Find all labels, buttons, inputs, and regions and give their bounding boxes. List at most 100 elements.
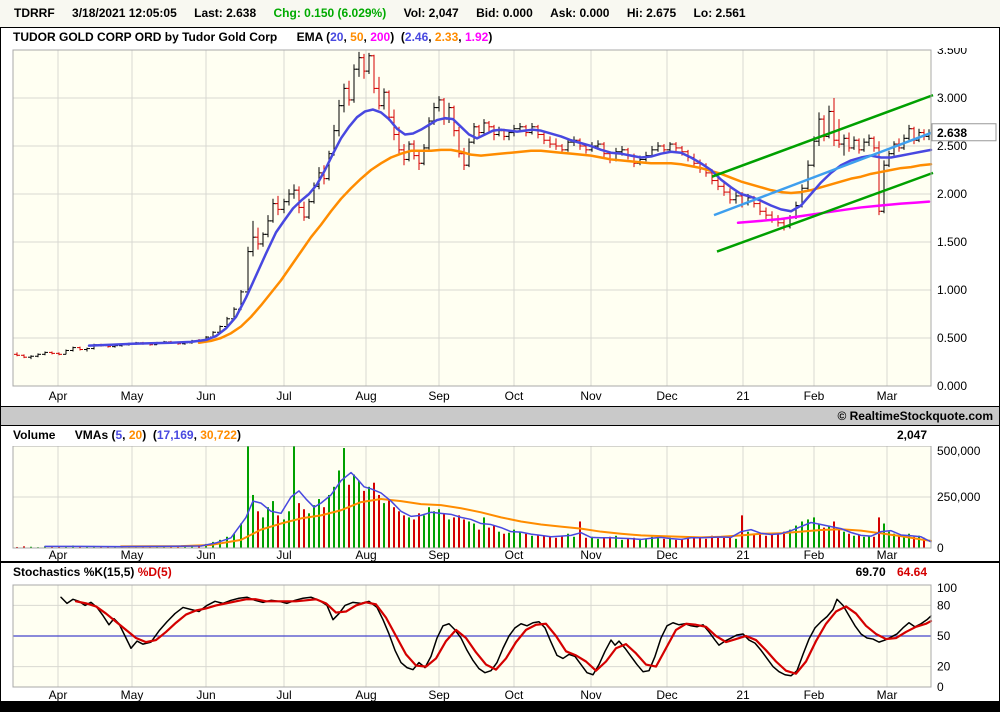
bottom-scrollbar-bar <box>0 702 1000 712</box>
bid-value: Bid: 0.000 <box>476 6 533 20</box>
svg-text:Aug: Aug <box>355 688 376 701</box>
svg-text:20: 20 <box>937 660 951 674</box>
watermark-text: © RealtimeStockquote.com <box>837 409 993 423</box>
svg-text:Dec: Dec <box>656 688 677 701</box>
quote-datetime: 3/18/2021 12:05:05 <box>72 6 177 20</box>
legend-token: EMA ( <box>296 30 331 44</box>
svg-text:Sep: Sep <box>428 548 450 561</box>
svg-text:100: 100 <box>937 583 957 595</box>
price-chart-title: TUDOR GOLD CORP ORD by Tudor Gold Corp <box>13 30 278 44</box>
svg-text:Feb: Feb <box>804 389 825 403</box>
svg-text:0: 0 <box>937 541 944 555</box>
svg-text:21: 21 <box>736 548 750 561</box>
svg-text:1.500: 1.500 <box>937 235 967 249</box>
svg-text:2.500: 2.500 <box>937 139 967 153</box>
legend-token: ( <box>394 30 405 44</box>
stochastics-panel: Stochastics %K(15,5) %D(5) 69.70 64.64 A… <box>0 562 1000 702</box>
legend-token: ( <box>146 428 157 442</box>
svg-text:Sep: Sep <box>428 688 450 701</box>
ema-legend: EMA (20, 50, 200) (2.46, 2.33, 1.92) <box>297 30 493 44</box>
price-chart-title-row: TUDOR GOLD CORP ORD by Tudor Gold Corp E… <box>1 28 999 48</box>
volume-value: Vol: 2,047 <box>403 6 459 20</box>
legend-token: 17,169 <box>156 428 194 442</box>
svg-text:0: 0 <box>937 680 944 694</box>
svg-text:Sep: Sep <box>428 389 450 403</box>
svg-text:Apr: Apr <box>49 389 68 403</box>
svg-text:Apr: Apr <box>49 688 68 701</box>
svg-text:21: 21 <box>736 688 750 701</box>
svg-text:0.500: 0.500 <box>937 331 967 345</box>
svg-text:1.000: 1.000 <box>937 283 967 297</box>
svg-text:May: May <box>121 389 144 403</box>
change-value: Chg: 0.150 (6.029%) <box>273 6 387 20</box>
svg-text:80: 80 <box>937 598 951 612</box>
stochastics-title: Stochastics %K(15,5) %D(5) <box>13 565 172 579</box>
svg-text:Jun: Jun <box>196 688 215 701</box>
svg-text:Feb: Feb <box>804 548 825 561</box>
high-value: Hi: 2.675 <box>626 6 677 20</box>
volume-title: Volume <box>13 428 56 442</box>
legend-token: 20 <box>330 30 344 44</box>
svg-text:3.500: 3.500 <box>937 48 967 57</box>
svg-text:Dec: Dec <box>656 389 677 403</box>
legend-token: , <box>122 428 129 442</box>
svg-text:Apr: Apr <box>49 548 68 561</box>
legend-token: , <box>428 30 435 44</box>
legend-token: ) <box>488 30 493 44</box>
svg-text:Oct: Oct <box>505 389 524 403</box>
watermark-strip: © RealtimeStockquote.com <box>0 407 1000 425</box>
legend-token: , <box>343 30 351 44</box>
legend-token: VMAs ( <box>74 428 116 442</box>
ask-value: Ask: 0.000 <box>550 6 610 20</box>
svg-text:Mar: Mar <box>877 389 898 403</box>
svg-text:3.000: 3.000 <box>937 91 967 105</box>
legend-token: Stochastics %K(15,5) <box>13 565 138 579</box>
svg-text:Feb: Feb <box>804 688 825 701</box>
legend-token: ) <box>236 428 241 442</box>
volume-panel: Volume VMAs (5, 20) (17,169, 30,722) 2,0… <box>0 425 1000 562</box>
svg-text:2.000: 2.000 <box>937 187 967 201</box>
price-chart-svg: Apr May Jun Jul Aug Sep Oct Nov Dec 21 Feb Mar 0.000… <box>12 48 997 403</box>
svg-text:Aug: Aug <box>355 548 376 561</box>
legend-token: , <box>193 428 201 442</box>
quote-header-bar: TDRRF 3/18/2021 12:05:05 Last: 2.638 Chg… <box>0 0 1000 27</box>
legend-token: ) <box>390 30 395 44</box>
price-chart-panel: TUDOR GOLD CORP ORD by Tudor Gold Corp E… <box>0 27 1000 407</box>
svg-text:0.000: 0.000 <box>937 379 967 393</box>
stoch-k-value: 69.70 <box>855 565 886 579</box>
legend-token: ) <box>142 428 147 442</box>
svg-text:500,000: 500,000 <box>937 446 981 458</box>
svg-text:Jul: Jul <box>276 548 291 561</box>
legend-token: 30,722 <box>200 428 237 442</box>
legend-token: 2.33 <box>434 30 459 44</box>
legend-token: %D(5) <box>137 565 172 579</box>
svg-text:Nov: Nov <box>580 389 601 403</box>
svg-text:21: 21 <box>736 389 750 403</box>
legend-token: 1.92 <box>464 30 489 44</box>
ticker-symbol: TDRRF <box>14 6 55 20</box>
volume-title-row: Volume VMAs (5, 20) (17,169, 30,722) 2,0… <box>1 426 999 446</box>
svg-text:Mar: Mar <box>877 688 898 701</box>
last-price-value: Last: 2.638 <box>194 6 257 20</box>
legend-token: 2.46 <box>404 30 429 44</box>
legend-token: , <box>458 30 465 44</box>
candles-group <box>14 51 932 360</box>
svg-text:Oct: Oct <box>505 688 524 701</box>
vma-legend: VMAs (5, 20) (17,169, 30,722) <box>75 428 241 442</box>
svg-text:May: May <box>121 548 144 561</box>
svg-text:2.638: 2.638 <box>937 126 967 140</box>
svg-text:Oct: Oct <box>505 548 524 561</box>
stoch-d-value: 64.64 <box>896 565 927 579</box>
volume-last-value: 2,047 <box>896 428 927 442</box>
low-value: Lo: 2.561 <box>693 6 746 20</box>
svg-text:Jul: Jul <box>276 688 291 701</box>
volume-chart-svg: Apr May Jun Jul Aug Sep Oct Nov Dec 21 Feb Mar 0 250,… <box>12 446 981 561</box>
legend-token: 5 <box>115 428 123 442</box>
stochastics-title-row: Stochastics %K(15,5) %D(5) 69.70 64.64 <box>1 563 999 583</box>
svg-text:Jul: Jul <box>276 389 291 403</box>
svg-text:Aug: Aug <box>355 389 376 403</box>
svg-text:May: May <box>121 688 144 701</box>
legend-token: 200 <box>370 30 391 44</box>
svg-text:50: 50 <box>937 629 951 643</box>
